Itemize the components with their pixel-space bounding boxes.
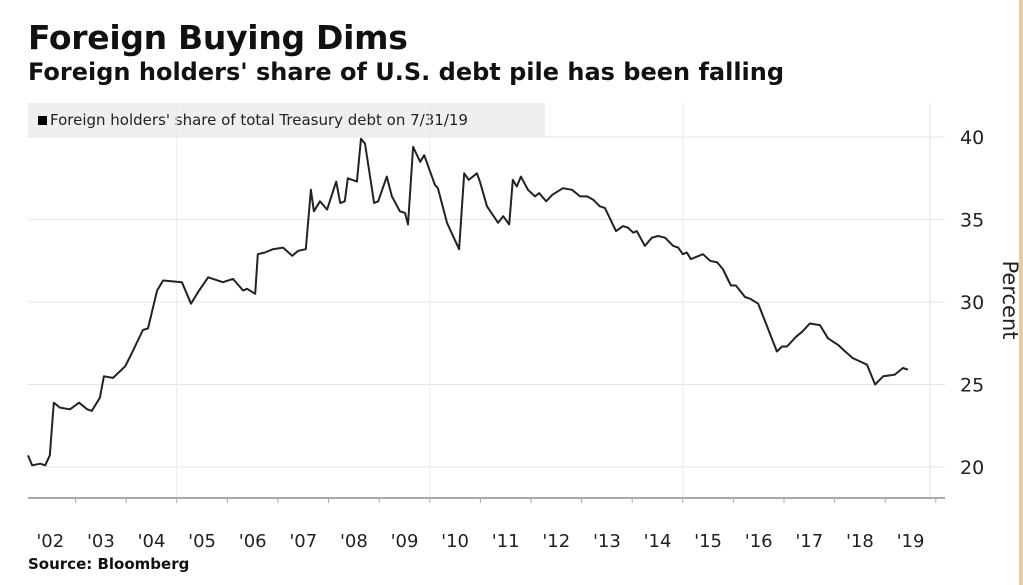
x-tick-label: '13 (593, 531, 621, 552)
x-tick-label: '08 (340, 531, 368, 552)
y-axis-title: Percent (998, 260, 1022, 339)
chart-title: Foreign Buying Dims (28, 18, 408, 57)
x-tick-label: '05 (188, 531, 216, 552)
x-tick-label: '02 (36, 531, 64, 552)
x-tick-label: '14 (644, 531, 672, 552)
y-tick-label: 35 (960, 210, 984, 232)
x-tick-label: '17 (795, 531, 823, 552)
legend-swatch-icon (38, 116, 47, 125)
x-tick-label: '04 (138, 531, 166, 552)
x-tick-label: '10 (441, 531, 469, 552)
legend-label: Foreign holders' share of total Treasury… (50, 111, 468, 129)
x-tick-label: '09 (391, 531, 419, 552)
y-tick-label: 30 (960, 292, 984, 314)
x-tick-label: '03 (87, 531, 115, 552)
y-tick-label: 25 (960, 375, 984, 397)
x-tick-label: '07 (289, 531, 317, 552)
x-tick-label: '19 (897, 531, 925, 552)
series-line-0 (27, 137, 909, 467)
y-tick-label: 40 (960, 127, 984, 149)
x-tick-label: '06 (239, 531, 267, 552)
x-tick-label: '15 (694, 531, 722, 552)
source-note: Source: Bloomberg (28, 555, 190, 573)
y-tick-label: 20 (960, 457, 984, 479)
x-tick-label: '12 (542, 531, 570, 552)
image-edge (1019, 0, 1023, 585)
chart-subtitle: Foreign holders' share of U.S. debt pile… (28, 58, 785, 86)
x-tick-label: '16 (745, 531, 773, 552)
x-tick-label: '18 (846, 531, 874, 552)
x-tick-label: '11 (492, 531, 520, 552)
legend: Foreign holders' share of total Treasury… (28, 103, 545, 137)
